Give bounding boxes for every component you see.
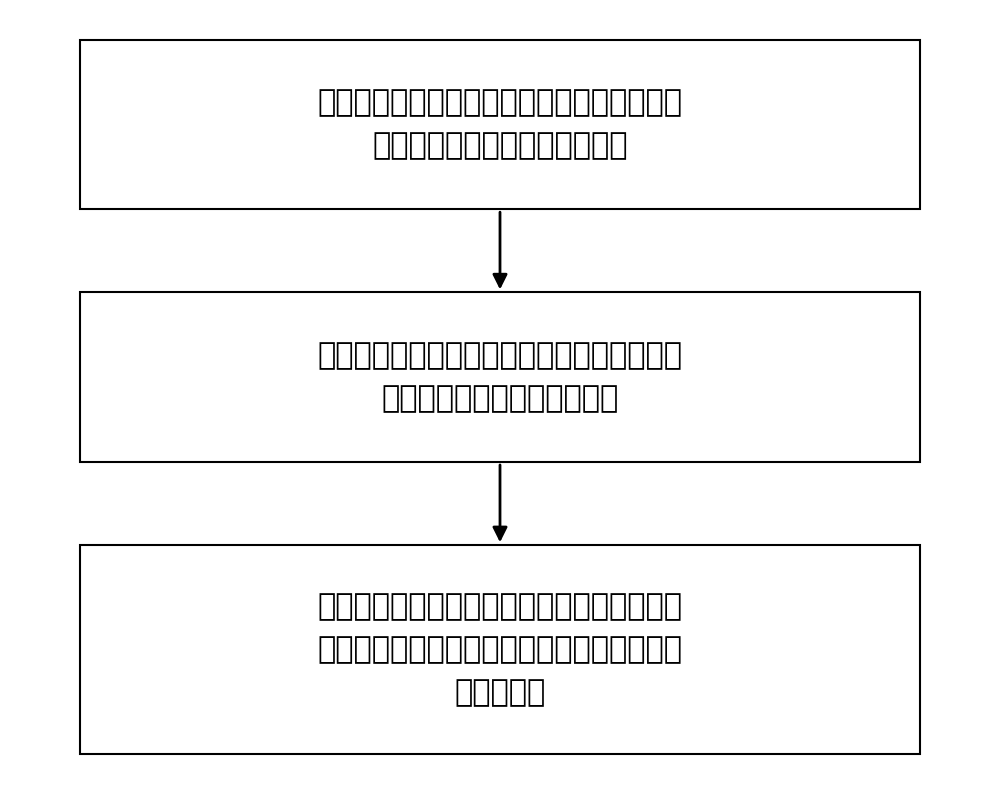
Text: 获取电能计量装置的错接线型式、错接线有功
计量电量和错接线无功计量电量: 获取电能计量装置的错接线型式、错接线有功 计量电量和错接线无功计量电量 <box>318 88 682 160</box>
FancyBboxPatch shape <box>80 292 920 462</box>
Text: 根据错接线型式从预先构建的还原电量计算系
数表中查找还原电量计算系数: 根据错接线型式从预先构建的还原电量计算系 数表中查找还原电量计算系数 <box>318 341 682 413</box>
FancyBboxPatch shape <box>80 545 920 754</box>
Text: 根据还原电量计算系数、错接线有功计量电量
和错接线无功计量电量计算有功还原电量和无
功还原电量: 根据还原电量计算系数、错接线有功计量电量 和错接线无功计量电量计算有功还原电量和… <box>318 592 682 707</box>
FancyBboxPatch shape <box>80 40 920 209</box>
